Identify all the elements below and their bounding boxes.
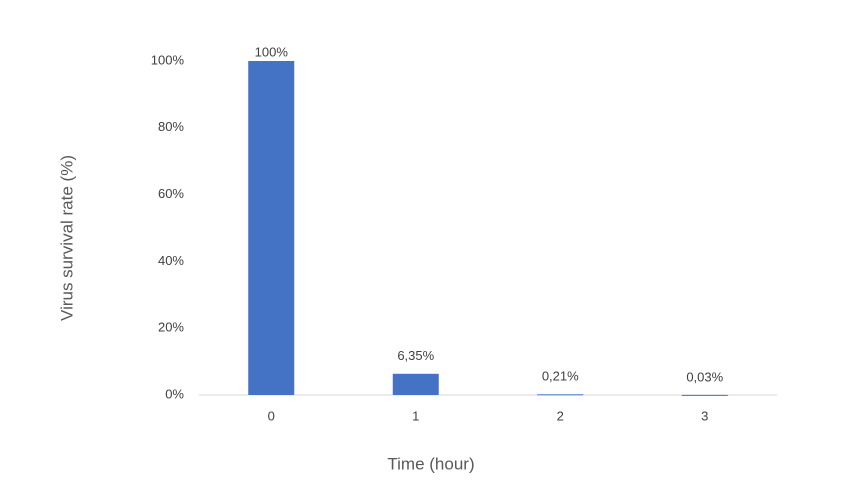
x-tick-label: 1 [412, 408, 419, 423]
bar [392, 373, 439, 395]
y-tick-label: 80% [158, 119, 184, 134]
x-tick-label: 3 [701, 408, 708, 423]
x-axis-title: Time (hour) [387, 454, 474, 473]
y-tick-label: 0% [165, 386, 184, 401]
y-tick-label: 40% [158, 253, 184, 268]
y-tick-label: 100% [151, 52, 185, 67]
data-label: 100% [255, 44, 289, 59]
bar [681, 394, 728, 396]
data-label: 0,21% [542, 369, 579, 384]
bar [537, 394, 584, 396]
data-label: 6,35% [397, 348, 434, 363]
x-tick-label: 2 [557, 408, 564, 423]
y-axis-title: Virus survival rate (%) [57, 155, 76, 321]
bar [248, 61, 295, 395]
y-tick-label: 20% [158, 320, 184, 335]
x-tick-label: 0 [268, 408, 275, 423]
y-tick-label: 60% [158, 186, 184, 201]
data-label: 0,03% [686, 369, 723, 384]
